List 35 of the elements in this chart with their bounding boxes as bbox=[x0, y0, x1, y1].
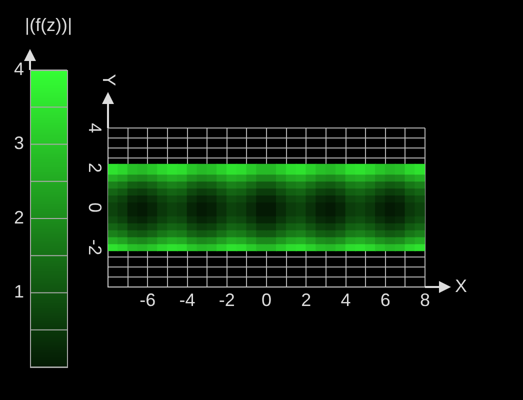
point bbox=[157, 164, 168, 175]
y-axis-title: Y bbox=[99, 74, 120, 86]
x-axis-title: X bbox=[455, 276, 468, 296]
point bbox=[206, 164, 218, 175]
point bbox=[117, 164, 128, 175]
point bbox=[316, 164, 326, 175]
point bbox=[335, 164, 346, 175]
point bbox=[306, 164, 316, 175]
point bbox=[365, 164, 376, 175]
x-tick-label: 2 bbox=[301, 290, 312, 310]
x-tick-label: -2 bbox=[218, 290, 235, 310]
point bbox=[147, 164, 158, 175]
color-bar-title: |(f(z))| bbox=[24, 14, 72, 35]
y-tick-label: 0 bbox=[85, 202, 106, 213]
point bbox=[127, 164, 138, 175]
point bbox=[375, 164, 386, 175]
point bbox=[216, 164, 228, 175]
y-tick-label: 2 bbox=[85, 162, 106, 173]
y-tick-label: -2 bbox=[85, 239, 106, 256]
point bbox=[286, 164, 297, 175]
y-tick-label: 4 bbox=[85, 122, 106, 134]
x-tick-label: 0 bbox=[261, 290, 272, 310]
point bbox=[176, 164, 188, 175]
point bbox=[276, 164, 287, 175]
color-bar-label: 3 bbox=[14, 133, 24, 154]
x-tick-label: 4 bbox=[340, 290, 351, 310]
point bbox=[236, 164, 248, 175]
point bbox=[394, 164, 406, 175]
x-tick-label: 8 bbox=[420, 290, 430, 310]
x-tick-label: -4 bbox=[179, 290, 196, 310]
color-bar-label: 4 bbox=[14, 58, 24, 79]
x-tick-label: -6 bbox=[140, 290, 156, 310]
color-bar-label: 1 bbox=[14, 282, 24, 302]
color-bar-label: 2 bbox=[14, 207, 24, 228]
x-tick-label: 6 bbox=[380, 290, 390, 310]
